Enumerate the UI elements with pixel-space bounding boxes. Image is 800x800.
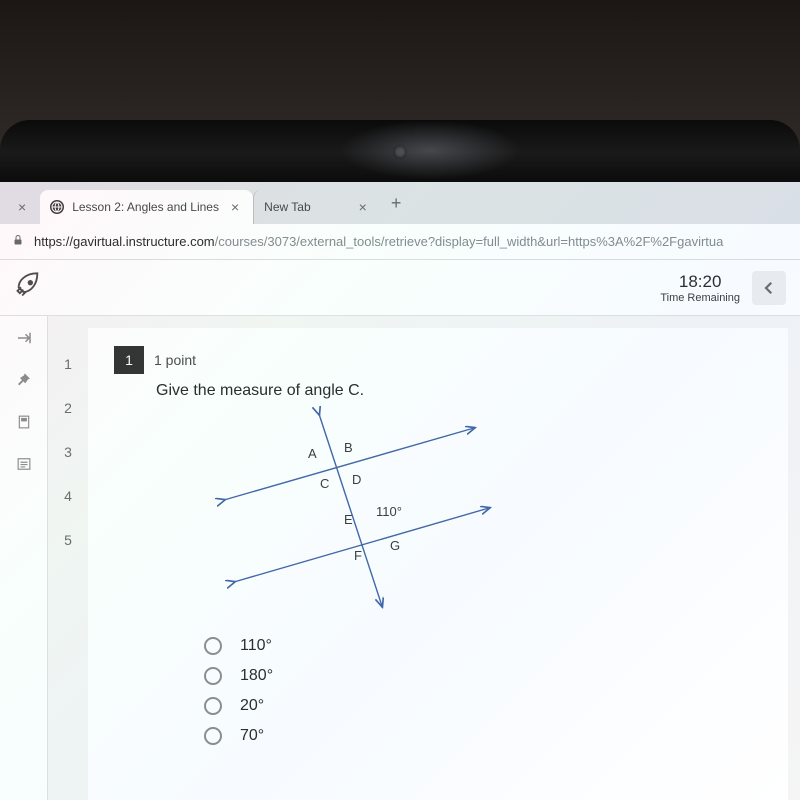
tab-title: Lesson 2: Angles and Lines xyxy=(72,200,219,214)
svg-text:E: E xyxy=(344,512,353,527)
globe-icon xyxy=(50,200,64,214)
quiz-body: 1 2 3 4 5 1 1 point Give the measure of … xyxy=(0,316,800,800)
laptop-webcam xyxy=(393,145,407,159)
geometry-diagram: A B C D E F G 110° xyxy=(204,406,762,621)
prev-button[interactable] xyxy=(752,271,786,305)
tab-new[interactable]: New Tab × xyxy=(253,190,381,224)
option-label: 110° xyxy=(240,637,272,655)
qnav-item[interactable]: 1 xyxy=(64,356,72,372)
qnav-item[interactable]: 5 xyxy=(64,532,72,548)
radio-icon xyxy=(204,697,222,715)
tab-prev-close[interactable]: × xyxy=(4,190,40,224)
option-row[interactable]: 70° xyxy=(204,721,762,751)
option-label: 20° xyxy=(240,697,264,715)
address-bar[interactable]: https://gavirtual.instructure.com/course… xyxy=(0,224,800,260)
question-prompt: Give the measure of angle C. xyxy=(156,382,762,400)
radio-icon xyxy=(204,667,222,685)
timer-label: Time Remaining xyxy=(660,292,740,304)
question-header: 1 1 point xyxy=(114,346,762,374)
option-row[interactable]: 20° xyxy=(204,691,762,721)
quiz-header: 18:20 Time Remaining xyxy=(0,260,800,316)
question-content: 1 1 point Give the measure of angle C. A… xyxy=(88,328,788,800)
answer-options: 110° 180° 20° 70° xyxy=(204,631,762,751)
close-icon: × xyxy=(18,199,26,215)
option-label: 70° xyxy=(240,727,264,745)
svg-text:110°: 110° xyxy=(376,504,402,519)
svg-text:A: A xyxy=(308,446,317,461)
option-label: 180° xyxy=(240,667,273,685)
option-row[interactable]: 180° xyxy=(204,661,762,691)
diagram-svg: A B C D E F G 110° xyxy=(204,406,504,616)
tab-bar: × Lesson 2: Angles and Lines × New Tab ×… xyxy=(0,182,800,224)
document-icon[interactable] xyxy=(12,410,36,434)
url-text: https://gavirtual.instructure.com/course… xyxy=(34,234,788,249)
svg-text:G: G xyxy=(390,538,400,553)
question-number: 1 xyxy=(114,346,144,374)
qnav-item[interactable]: 3 xyxy=(64,444,72,460)
qnav-item[interactable]: 4 xyxy=(64,488,72,504)
browser-window: × Lesson 2: Angles and Lines × New Tab ×… xyxy=(0,182,800,800)
collapse-icon[interactable] xyxy=(12,326,36,350)
svg-text:F: F xyxy=(354,548,362,563)
question-nav: 1 2 3 4 5 xyxy=(48,316,88,800)
svg-text:C: C xyxy=(320,476,329,491)
rocket-icon xyxy=(14,271,42,304)
radio-icon xyxy=(204,637,222,655)
timer-value: 18:20 xyxy=(660,272,740,292)
tab-title: New Tab xyxy=(264,200,310,214)
close-icon[interactable]: × xyxy=(231,199,239,215)
pin-icon[interactable] xyxy=(12,368,36,392)
lock-icon xyxy=(12,233,24,250)
new-tab-button[interactable]: + xyxy=(381,193,412,214)
close-icon[interactable]: × xyxy=(359,199,367,215)
question-points: 1 point xyxy=(154,352,196,368)
option-row[interactable]: 110° xyxy=(204,631,762,661)
list-icon[interactable] xyxy=(12,452,36,476)
qnav-item[interactable]: 2 xyxy=(64,400,72,416)
tab-active[interactable]: Lesson 2: Angles and Lines × xyxy=(40,190,253,224)
timer: 18:20 Time Remaining xyxy=(660,272,740,304)
tool-sidebar xyxy=(0,316,48,800)
svg-text:B: B xyxy=(344,440,353,455)
radio-icon xyxy=(204,727,222,745)
svg-text:D: D xyxy=(352,472,361,487)
